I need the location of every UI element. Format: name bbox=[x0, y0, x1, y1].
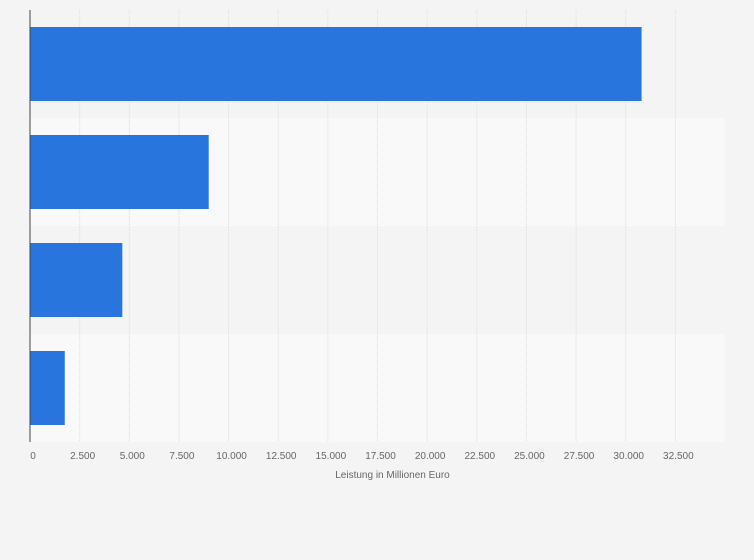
x-tick-label: 10.000 bbox=[216, 451, 247, 462]
x-tick-label: 32.500 bbox=[663, 451, 694, 462]
x-tick-label: 2.500 bbox=[70, 451, 95, 462]
x-tick-label: 20.000 bbox=[415, 451, 446, 462]
bar[interactable] bbox=[30, 27, 642, 101]
x-tick-label: 0 bbox=[30, 451, 36, 462]
x-tick-label: 12.500 bbox=[266, 451, 297, 462]
bar[interactable] bbox=[30, 243, 123, 317]
bar[interactable] bbox=[30, 351, 65, 425]
x-tick-label: 17.500 bbox=[365, 451, 396, 462]
bars bbox=[30, 27, 642, 425]
x-tick-label: 25.000 bbox=[514, 451, 545, 462]
x-tick-label: 30.000 bbox=[613, 451, 644, 462]
x-tick-label: 7.500 bbox=[169, 451, 194, 462]
gridlines bbox=[79, 10, 676, 442]
x-tick-label: 27.500 bbox=[564, 451, 595, 462]
x-tick-label: 15.000 bbox=[316, 451, 347, 462]
x-axis-title: Leistung in Millionen Euro bbox=[335, 470, 450, 481]
x-tick-label: 5.000 bbox=[120, 451, 145, 462]
x-tick-label: 22.500 bbox=[464, 451, 495, 462]
bar[interactable] bbox=[30, 135, 209, 209]
x-tick-labels: 0 2.500 5.000 7.500 10.000 12.500 15.000 17.500… bbox=[30, 451, 694, 462]
